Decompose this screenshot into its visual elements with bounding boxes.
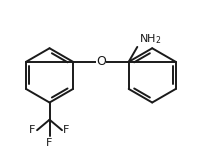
Text: F: F <box>29 125 36 135</box>
Text: F: F <box>63 125 70 135</box>
Text: O: O <box>96 55 106 68</box>
Text: NH$_2$: NH$_2$ <box>139 33 161 46</box>
Text: F: F <box>46 138 53 148</box>
